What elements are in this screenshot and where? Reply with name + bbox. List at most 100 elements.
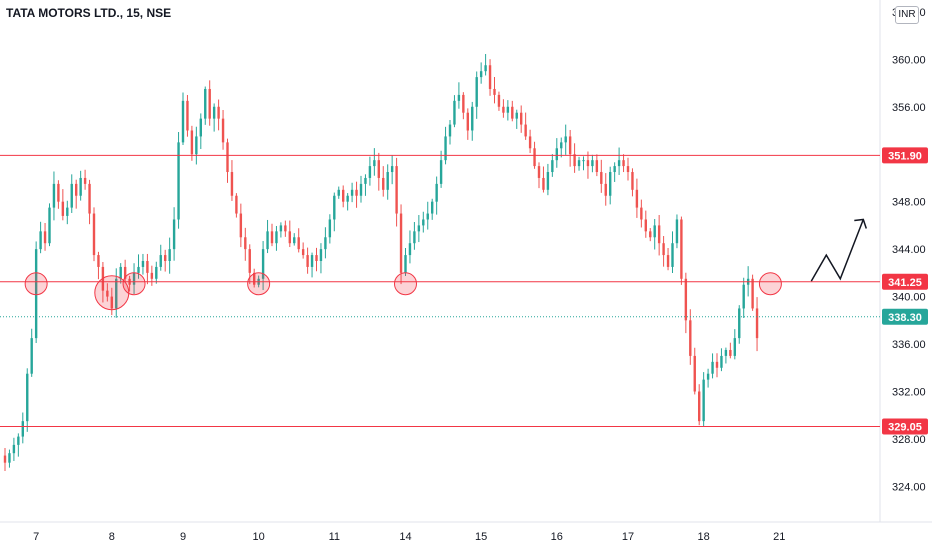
price-tick-label: 336.00 [892,339,926,351]
candle-body [333,195,336,220]
candle-body [83,177,87,184]
candle-body [386,172,389,190]
candle-body [8,453,11,463]
currency-badge[interactable]: INR [895,6,919,24]
marked-low-circle[interactable] [24,272,48,296]
candle-body [662,243,665,256]
marked-low-circle[interactable] [247,272,271,296]
candle-body [288,231,291,244]
candle-body [115,278,118,309]
candle-body [698,391,701,422]
time-tick-label: 18 [698,531,710,543]
candle-body [217,106,220,119]
candle-body [350,189,354,196]
time-tick-label: 14 [399,531,411,543]
marked-low-circle[interactable] [758,272,782,296]
candle-body [564,136,567,143]
level-price-badge[interactable] [882,147,928,164]
candle-body [164,255,167,261]
candle-body [132,272,136,285]
candle-body [408,243,412,256]
current-price-badge[interactable] [882,308,928,325]
candle-body [119,266,122,279]
candle-body [693,355,696,392]
candle-body [177,142,180,220]
candle-body [12,444,16,454]
candle-body [137,266,140,273]
candle-body [208,88,211,119]
candle-body [248,249,251,273]
candle-body [293,237,296,244]
candle-body [66,207,69,216]
candle-body [195,136,198,155]
candle-body [511,106,514,119]
candle-body [61,201,65,216]
candle-body [555,148,558,161]
overlays-group [0,154,880,427]
candle-body [542,177,545,190]
candle-body [106,290,109,297]
candle-body [337,189,340,196]
candle-body [600,172,603,184]
level-price-badge-text: 351.90 [888,150,922,162]
marked-low-circle[interactable] [394,272,417,296]
candle-body [190,130,194,155]
candle-body [253,272,256,285]
candle-body [342,189,345,202]
candle-body [484,65,487,72]
candle-body [70,183,73,208]
candle-body [617,160,621,167]
price-axis[interactable]: 364.00360.00356.00352.00348.00344.00340.… [882,7,928,494]
candle-body [319,249,323,261]
level-price-badge-text: 329.05 [888,421,922,433]
candle-body [279,225,283,232]
candle-body [422,219,425,226]
candle-body [315,255,318,261]
time-tick-label: 10 [253,531,265,543]
marked-low-circle[interactable] [122,272,146,296]
candle-body [533,148,536,167]
candle-body [88,183,91,214]
candle-body [159,255,162,267]
time-tick-label: 7 [33,531,39,543]
level-price-badge[interactable] [882,273,928,290]
candle-body [3,455,7,463]
candle-body [640,207,643,220]
candle-body [235,195,238,214]
candle-body [181,100,185,143]
candle-body [520,112,523,125]
candle-body [568,136,572,155]
candle-body [591,160,594,167]
candle-body [92,213,96,256]
candle-body [306,255,309,267]
candle-body [755,308,759,339]
price-tick-label: 356.00 [892,102,926,114]
candle-body [613,166,616,173]
candle-body [595,160,599,173]
time-axis[interactable]: 7 8 9 10 11 14 15 16 17 18 21 [33,531,785,543]
candle-body [528,136,532,149]
candle-body [57,183,60,202]
candle-body [368,166,372,178]
candle-body [448,124,452,137]
candle-body [609,172,612,196]
price-tick-label: 360.00 [892,54,926,66]
price-tick-label: 328.00 [892,434,926,446]
marked-low-circle[interactable] [94,275,130,311]
projection-arrow[interactable] [810,219,864,282]
candle-body [395,166,398,214]
level-price-badge[interactable] [882,418,928,435]
candle-body [52,183,56,208]
candle-body [702,379,705,422]
candle-body [689,320,692,356]
candle-body [515,112,518,119]
candle-body [17,436,20,445]
candle-body [551,160,554,173]
price-tick-label: 344.00 [892,244,926,256]
candle-body [48,207,51,244]
candle-body [146,261,149,273]
candle-body [626,166,630,173]
candle-body [657,225,661,244]
